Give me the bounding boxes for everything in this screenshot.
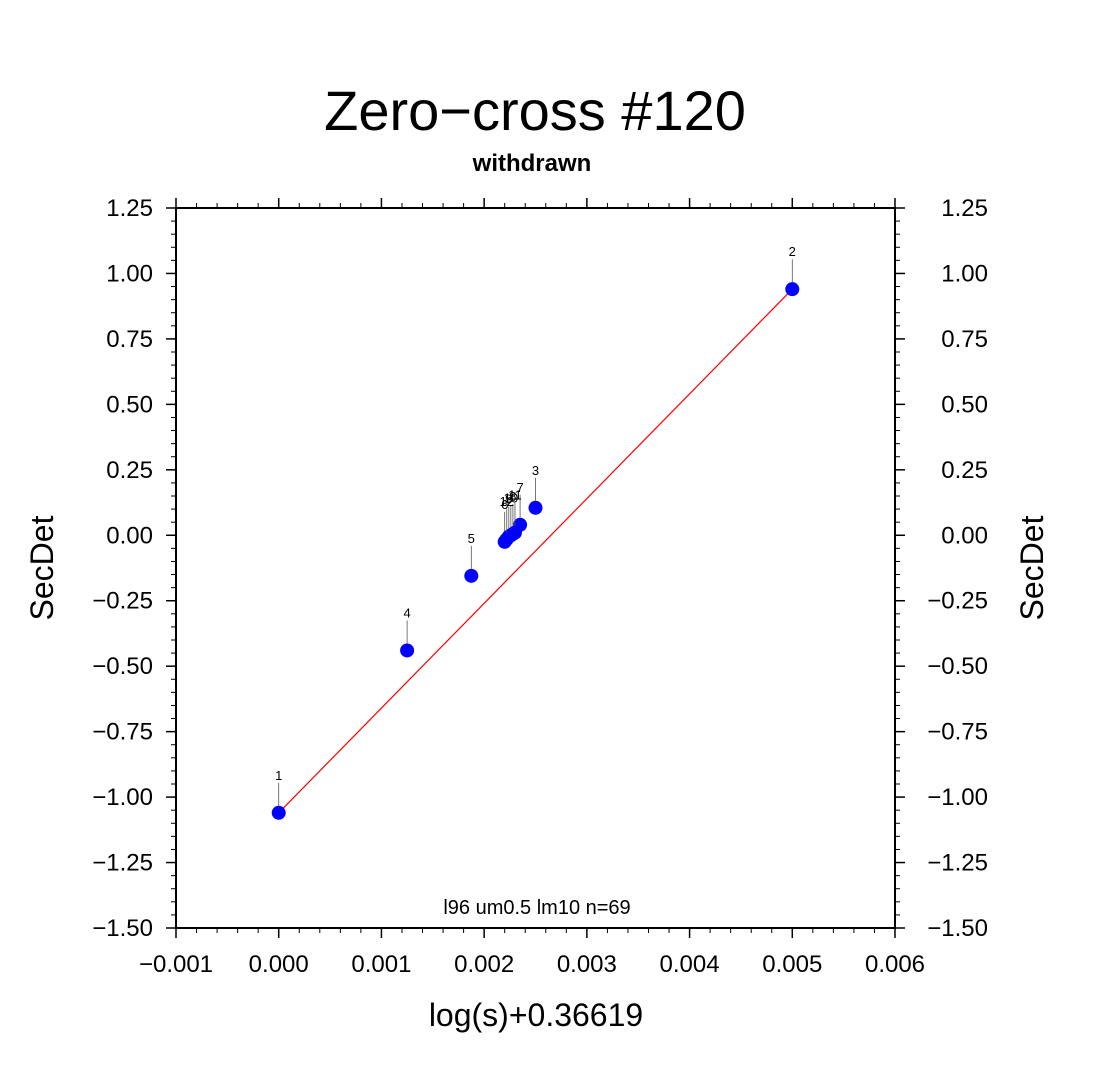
y-axis-label-right: SecDet	[1014, 515, 1050, 620]
data-point	[271, 805, 286, 820]
y-tick-labels-right: 1.25 1.00 0.75 0.50 0.25 0.00 −0.25 −0.50 −0.75 −…	[927, 195, 988, 942]
point-label: 8	[509, 489, 516, 504]
y-tick-label-right: −1.00	[927, 784, 988, 811]
point-label: 2	[789, 244, 796, 259]
y-tick-label-left: −0.25	[92, 588, 153, 615]
x-tick-label: 0.006	[865, 951, 925, 978]
y-tick-label-right: 0.25	[941, 457, 988, 484]
data-point	[464, 568, 479, 583]
point-label: 11	[508, 488, 522, 503]
y-tick-label-left: 0.25	[106, 457, 153, 484]
y-tick-label-left: 0.50	[106, 391, 153, 418]
point-label: 1	[275, 768, 282, 783]
x-tick-label: 0.004	[660, 951, 720, 978]
data-point	[400, 643, 415, 658]
y-axis-label-left: SecDet	[24, 515, 60, 620]
y-tick-label-left: 1.25	[106, 195, 153, 222]
y-tick-label-right: 1.00	[941, 260, 988, 287]
y-tick-label-left: −1.50	[92, 915, 153, 942]
point-label: 3	[532, 463, 539, 478]
minor-ticks	[171, 203, 900, 933]
x-tick-label: −0.001	[139, 951, 213, 978]
point-label: 9	[505, 492, 512, 507]
y-tick-label-right: −1.50	[927, 915, 988, 942]
plot-frame	[175, 207, 896, 929]
y-tick-label-left: 0.75	[106, 326, 153, 353]
y-tick-labels-left: 1.25 1.00 0.75 0.50 0.25 0.00 −0.25 −0.50 −0.75 −…	[92, 195, 153, 942]
point-label: 6	[501, 497, 508, 512]
data-point	[499, 532, 514, 547]
point-label: 10	[504, 490, 518, 505]
x-axis-label: log(s)+0.36619	[429, 997, 643, 1033]
chart-subtitle: withdrawn	[472, 150, 592, 177]
y-tick-label-right: −0.50	[927, 653, 988, 680]
fit-line-layer	[278, 288, 793, 814]
x-tick-label: 0.001	[351, 951, 411, 978]
x-tick-labels: −0.001 0.000 0.001 0.002 0.003 0.004 0.005 0.00…	[139, 951, 925, 978]
data-point	[528, 500, 543, 515]
y-tick-label-left: −1.00	[92, 784, 153, 811]
point-label: 5	[468, 531, 475, 546]
y-tick-label-right: −0.25	[927, 588, 988, 615]
fit-line	[278, 288, 793, 814]
y-tick-label-left: 0.00	[106, 522, 153, 549]
y-tick-label-right: 0.00	[941, 522, 988, 549]
y-tick-label-left: −0.75	[92, 719, 153, 746]
x-tick-label: 0.002	[454, 951, 514, 978]
point-label: 4	[403, 605, 410, 620]
y-tick-label-left: 1.00	[106, 260, 153, 287]
point-label: 7	[516, 480, 523, 495]
chart-title: Zero−cross #120	[324, 79, 746, 142]
y-tick-label-left: −0.50	[92, 653, 153, 680]
y-tick-label-right: −1.25	[927, 850, 988, 877]
x-tick-label: 0.005	[762, 951, 822, 978]
x-tick-label: 0.000	[249, 951, 309, 978]
y-tick-label-right: −0.75	[927, 719, 988, 746]
y-tick-label-right: 1.25	[941, 195, 988, 222]
y-tick-label-right: 0.50	[941, 391, 988, 418]
y-tick-label-left: −1.25	[92, 850, 153, 877]
x-tick-label: 0.003	[557, 951, 617, 978]
y-tick-label-right: 0.75	[941, 326, 988, 353]
major-ticks	[166, 198, 905, 938]
data-point	[785, 282, 800, 297]
chart-annotation: l96 um0.5 lm10 n=69	[443, 897, 630, 919]
point-label: 12	[500, 494, 514, 509]
